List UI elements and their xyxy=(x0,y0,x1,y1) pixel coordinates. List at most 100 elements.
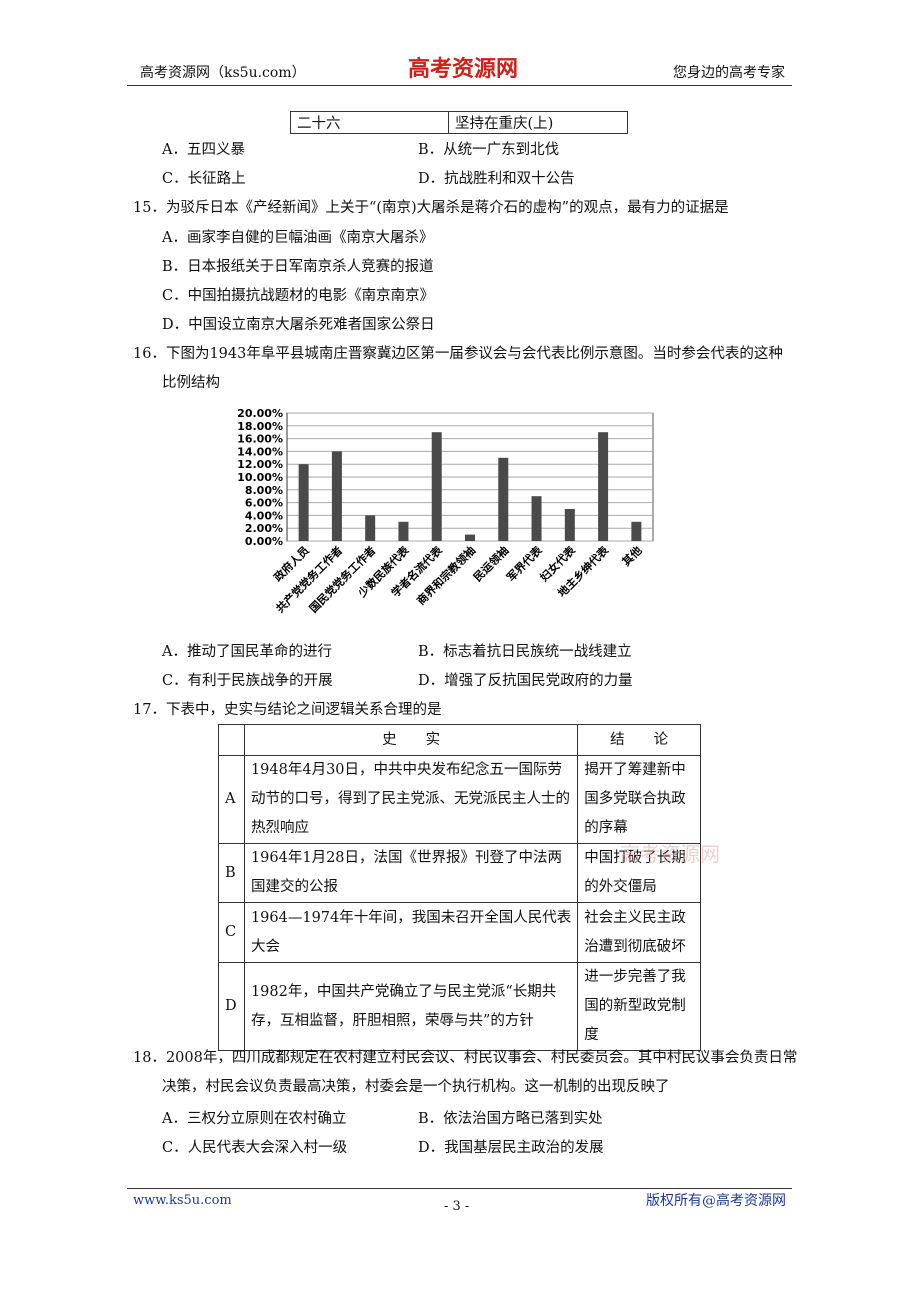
cell: 社会主义民主政 治遭到彻底破坏 xyxy=(577,902,701,963)
watermark: 高考资源网 xyxy=(620,842,720,866)
row-key: A xyxy=(225,791,236,807)
question-stem: 16．下图为1943年阜平县城南庄晋察冀边区第一届参议会与会代表比例示意图。当时… xyxy=(133,346,783,362)
x-tick-label: 商界和宗教领袖 xyxy=(414,543,478,607)
option: A．三权分立原则在农村确立 xyxy=(162,1111,347,1127)
fact-line: 热烈响应 xyxy=(250,820,309,836)
row-key: C xyxy=(225,924,237,940)
row: 史 实结 论 xyxy=(218,724,701,756)
footer-rule xyxy=(127,1188,792,1189)
y-tick-label: 16.00% xyxy=(237,433,283,446)
bar xyxy=(465,534,475,541)
bar xyxy=(331,451,342,541)
bar xyxy=(631,521,642,541)
conclusion-line: 度 xyxy=(584,1027,599,1043)
cell: 史 实 xyxy=(243,724,579,756)
cell: C xyxy=(218,902,245,963)
row: B 1964年1月28日，法国《世界报》刊登了中法两 国建交的公报 中国打破了长期 的外… xyxy=(218,843,701,903)
q17-table: 史 实 结 论 A 1948年4月30日，中共中央发布纪念五一国际劳 动节的口号，得到了… xyxy=(218,724,701,1051)
option: D．我国基层民主政治的发展 xyxy=(418,1140,604,1156)
row-key: B xyxy=(225,864,236,881)
bar xyxy=(498,457,509,541)
conclusion-line: 治遭到彻底破坏 xyxy=(584,938,686,955)
option: B．从统一广东到北伐 xyxy=(418,142,560,158)
option: C．长征路上 xyxy=(162,171,246,187)
row: C 1964—1974年十年间，我国未召开全国人民代表 大会 社会主义民主政 治遭到彻底… xyxy=(218,902,701,963)
footer-right: 版权所有@高考资源网 xyxy=(646,1193,786,1209)
option: A．画家李自健的巨幅油画《南京大屠杀》 xyxy=(162,230,434,246)
q14-table: 二十六 坚持在重庆(上) xyxy=(290,111,628,134)
option: B．依法治国方略已落到实处 xyxy=(418,1111,603,1127)
cell xyxy=(218,724,245,756)
cell: 揭开了筹建新中 国多党联合执政 的序幕 xyxy=(577,755,701,844)
cell: 1964年1月28日，法国《世界报》刊登了中法两 国建交的公报 xyxy=(243,843,579,903)
y-tick-label: 0.00% xyxy=(245,535,283,548)
bar xyxy=(431,432,442,541)
cell: 中国打破了长期 的外交僵局 xyxy=(577,843,701,903)
question-stem: 决策，村民会议负责最高决策，村委会是一个执行机构。这一机制的出现反映了 xyxy=(162,1079,670,1095)
y-tick-label: 20.00% xyxy=(237,407,283,420)
y-tick-label: 14.00% xyxy=(237,445,283,458)
option: B．标志着抗日民族统一战线建立 xyxy=(418,644,632,660)
bar xyxy=(365,515,376,541)
header-right: 您身边的高考专家 xyxy=(673,65,785,81)
option: D．抗战胜利和双十公告 xyxy=(418,171,575,187)
question-stem: 17．下表中，史实与结论之间逻辑关系合理的是 xyxy=(133,702,442,718)
bar xyxy=(598,432,609,541)
y-tick-label: 6.00% xyxy=(245,497,283,510)
fact-line: 存，互相监督，肝胆相照，荣辱与共”的方针 xyxy=(250,1012,534,1029)
cell: 进一步完善了我 国的新型政党制度 xyxy=(577,962,701,1051)
cell: 结 论 xyxy=(577,724,701,756)
cell: A xyxy=(218,755,245,844)
question-stem: 比例结构 xyxy=(162,375,220,391)
cell: 坚持在重庆(上) xyxy=(448,111,628,134)
header-left: 高考资源网（ks5u.com） xyxy=(140,65,306,81)
cell: D xyxy=(218,962,245,1051)
page-number: - 3 - xyxy=(444,1199,470,1214)
option: C．人民代表大会深入村一级 xyxy=(162,1140,348,1156)
y-tick-label: 2.00% xyxy=(245,522,283,535)
option: A．五四义暴 xyxy=(162,142,245,158)
option: D．增强了反抗国民党政府的力量 xyxy=(418,673,633,689)
conclusion-line: 社会主义民主政 xyxy=(584,909,686,926)
fact-line: 国建交的公报 xyxy=(250,879,338,895)
cell: 1964—1974年十年间，我国未召开全国人民代表 大会 xyxy=(243,902,579,963)
conclusion-line: 的外交僵局 xyxy=(584,879,657,895)
conclusion-line: 揭开了筹建新中 xyxy=(584,762,686,778)
chart: 0.00%2.00%4.00%6.00%8.00%10.00%12.00%14.… xyxy=(237,407,654,615)
cell: 1982年，中国共产党确立了与民主党派“长期共 存，互相监督，肝胆相照，荣辱与共”… xyxy=(243,962,579,1051)
question-stem: 18．2008年，四川成都规定在农村建立村民会议、村民议事会、村民委员会。其中村… xyxy=(133,1050,798,1066)
conclusion-line: 国的新型政党制 xyxy=(584,998,686,1014)
option: D．中国设立南京大屠杀死难者国家公祭日 xyxy=(162,317,435,333)
cell: 二十六 xyxy=(290,111,449,134)
fact-line: 1964年1月28日，法国《世界报》刊登了中法两 xyxy=(250,850,563,866)
row: D 1982年，中国共产党确立了与民主党派“长期共 存，互相监督，肝胆相照，荣辱与共… xyxy=(218,962,701,1051)
fact-line: 1948年4月30日，中共中央发布纪念五一国际劳 xyxy=(250,762,563,778)
option: A．推动了国民革命的进行 xyxy=(162,644,332,660)
row-key: D xyxy=(225,998,237,1014)
conclusion-line: 进一步完善了我 xyxy=(584,969,686,985)
fact-line: 大会 xyxy=(250,938,280,955)
bar xyxy=(298,464,309,541)
question-stem: 15．为驳斥日本《产经新闻》上关于“(南京)大屠杀是蒋介石的虚构”的观点，最有力… xyxy=(133,200,729,216)
cell: B xyxy=(218,843,245,903)
y-tick-label: 8.00% xyxy=(245,484,283,497)
bar xyxy=(564,509,575,541)
fact-line: 1982年，中国共产党确立了与民主党派“长期共 xyxy=(250,983,557,1000)
header-cell: 史 实 xyxy=(382,731,441,748)
bar xyxy=(531,496,542,541)
y-tick-label: 10.00% xyxy=(237,471,283,484)
bar xyxy=(398,521,409,541)
conclusion-line: 国多党联合执政 xyxy=(584,791,686,807)
header-rule xyxy=(127,85,792,86)
fact-line: 动节的口号，得到了民主党派、无党派民主人士的 xyxy=(250,791,570,807)
y-tick-label: 4.00% xyxy=(245,509,283,522)
y-tick-label: 18.00% xyxy=(237,420,283,433)
option: C．有利于民族战争的开展 xyxy=(162,673,333,689)
x-tick-label: 其他 xyxy=(619,543,644,568)
header-cell: 结 论 xyxy=(610,731,669,748)
y-tick-label: 12.00% xyxy=(237,458,283,471)
fact-line: 1964—1974年十年间，我国未召开全国人民代表 xyxy=(250,909,572,926)
x-tick-label: 军界代表 xyxy=(504,543,546,585)
cell: 1948年4月30日，中共中央发布纪念五一国际劳 动节的口号，得到了民主党派、无党… xyxy=(243,755,579,844)
